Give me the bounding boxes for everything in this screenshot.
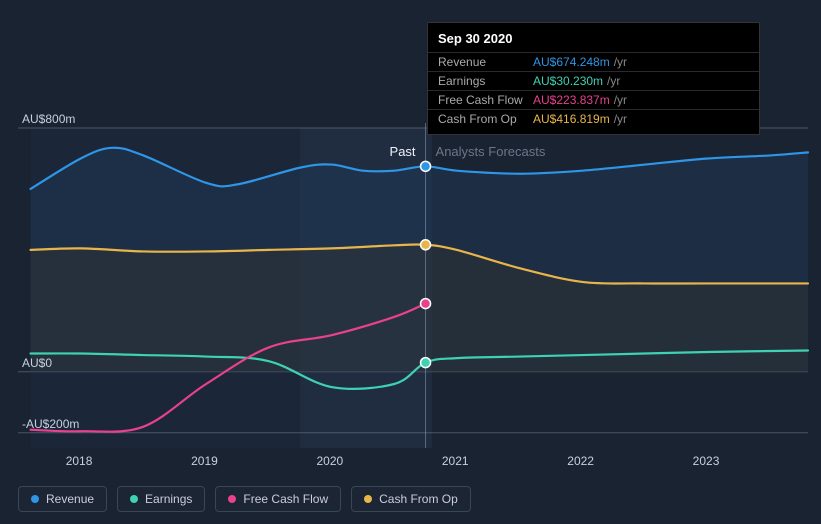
tooltip-row-label: Revenue — [438, 55, 533, 69]
tooltip-row-label: Free Cash Flow — [438, 93, 533, 107]
past-label: Past — [390, 144, 416, 159]
legend-item[interactable]: Earnings — [117, 486, 205, 512]
tooltip-row-value: AU$223.837m — [533, 93, 610, 107]
legend-item[interactable]: Revenue — [18, 486, 107, 512]
legend-label: Revenue — [46, 492, 94, 506]
y-tick-label: AU$800m — [22, 112, 75, 126]
y-tick-label: AU$0 — [22, 356, 52, 370]
legend-label: Free Cash Flow — [243, 492, 328, 506]
tooltip-row-label: Earnings — [438, 74, 533, 88]
legend-dot — [228, 495, 236, 503]
legend-label: Earnings — [145, 492, 192, 506]
tooltip-row-value: AU$416.819m — [533, 112, 610, 126]
x-tick-label: 2019 — [191, 454, 218, 468]
x-tick-label: 2022 — [567, 454, 594, 468]
tooltip-row-value: AU$674.248m — [533, 55, 610, 69]
tooltip-row-label: Cash From Op — [438, 112, 533, 126]
tooltip-row: Cash From OpAU$416.819m/yr — [428, 109, 759, 128]
legend-item[interactable]: Cash From Op — [351, 486, 471, 512]
y-tick-label: -AU$200m — [22, 417, 79, 431]
x-tick-label: 2018 — [66, 454, 93, 468]
forecasts-label: Analysts Forecasts — [436, 144, 546, 159]
tooltip-row-unit: /yr — [614, 55, 627, 69]
x-tick-label: 2020 — [316, 454, 343, 468]
x-tick-label: 2021 — [442, 454, 469, 468]
chart-container: AU$800m AU$0 -AU$200m 2018 2019 2020 2021 2022… — [0, 0, 821, 524]
tooltip-row: RevenueAU$674.248m/yr — [428, 52, 759, 71]
tooltip-date: Sep 30 2020 — [428, 29, 759, 52]
x-tick-label: 2023 — [693, 454, 720, 468]
legend-dot — [364, 495, 372, 503]
tooltip-row-unit: /yr — [607, 74, 620, 88]
tooltip-row: Free Cash FlowAU$223.837m/yr — [428, 90, 759, 109]
legend-dot — [130, 495, 138, 503]
legend-label: Cash From Op — [379, 492, 458, 506]
legend: Revenue Earnings Free Cash Flow Cash From O… — [18, 486, 471, 512]
tooltip-row-unit: /yr — [614, 112, 627, 126]
legend-dot — [31, 495, 39, 503]
tooltip-row-value: AU$30.230m — [533, 74, 603, 88]
tooltip-row-unit: /yr — [614, 93, 627, 107]
tooltip: Sep 30 2020 RevenueAU$674.248m/yrEarning… — [427, 22, 760, 135]
tooltip-row: EarningsAU$30.230m/yr — [428, 71, 759, 90]
legend-item[interactable]: Free Cash Flow — [215, 486, 341, 512]
